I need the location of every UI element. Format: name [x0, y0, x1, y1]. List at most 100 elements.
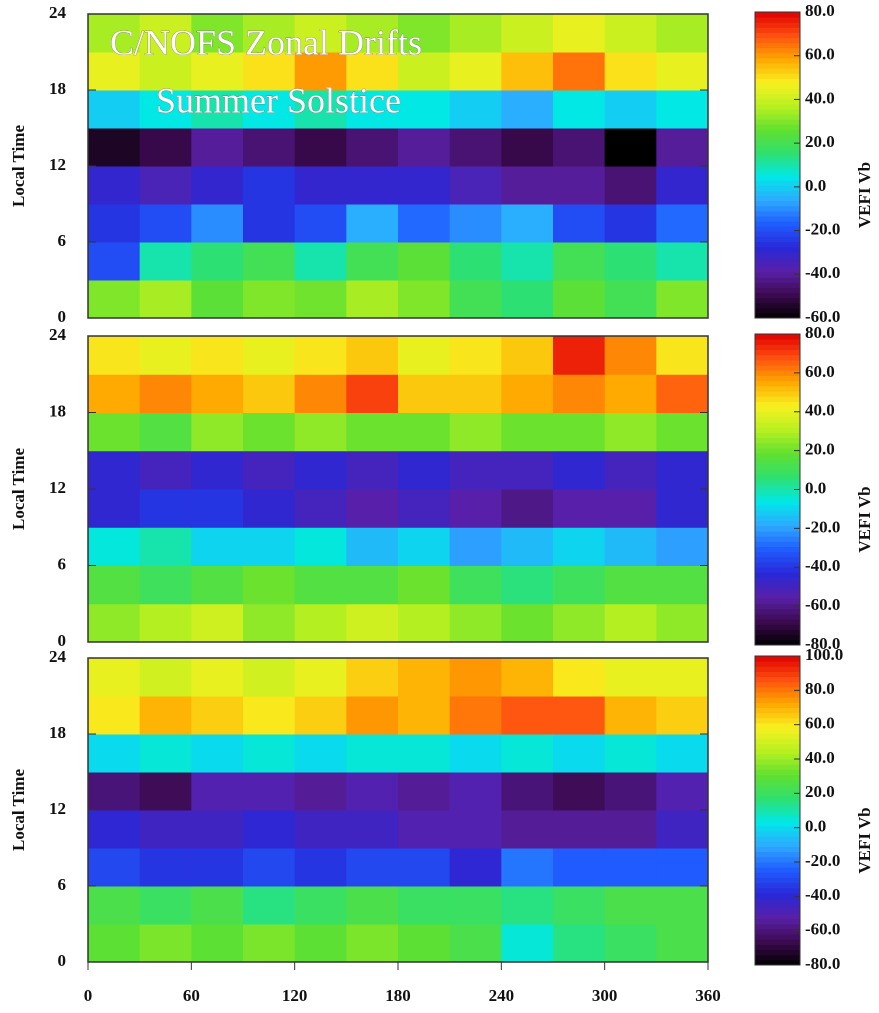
heat-cell [139, 450, 192, 490]
colorbar-band [755, 422, 800, 428]
heat-cell [139, 52, 192, 91]
colorbar-band [755, 525, 800, 532]
colorbar-band [755, 954, 800, 961]
heat-cell [139, 886, 192, 925]
colorbar-band [755, 499, 800, 506]
heat-cell [294, 696, 347, 735]
heat-cell [449, 280, 502, 319]
colorbar-band [755, 944, 800, 951]
heat-cell [294, 336, 347, 375]
colorbar-band [755, 515, 800, 522]
heat-cell [243, 90, 296, 129]
heat-cell [294, 565, 347, 605]
heat-cell [191, 565, 244, 605]
colorbar-band [755, 93, 800, 100]
colorbar-band [755, 370, 800, 376]
heat-cell [553, 772, 606, 811]
heat-cell [656, 886, 709, 925]
heat-cell [139, 280, 192, 319]
heat-cell [243, 924, 296, 963]
colorbar-band [755, 354, 800, 361]
heat-cell [294, 166, 347, 205]
colorbar-band [755, 536, 800, 542]
heat-cell [88, 450, 141, 490]
colorbar-band [755, 613, 800, 620]
colorbar-band [755, 872, 800, 878]
colorbar-band [755, 63, 800, 69]
heat-cell [398, 603, 451, 643]
colorbar-tick-label: 0.0 [805, 478, 826, 497]
y-tick-label: 0 [58, 951, 67, 970]
heat-cell [501, 734, 554, 773]
colorbar-band [755, 246, 800, 253]
heat-cell [243, 603, 296, 643]
heat-cell [501, 886, 554, 925]
colorbar-band [755, 272, 800, 278]
heat-cell [656, 280, 709, 319]
heat-cell [88, 734, 141, 773]
heat-cell [656, 336, 709, 375]
heat-cell [604, 412, 657, 452]
heat-cell [294, 658, 347, 697]
heat-cell [501, 242, 554, 281]
colorbar-tick-label: -20.0 [805, 517, 840, 536]
heat-cell [656, 128, 709, 167]
heat-cell [604, 810, 657, 849]
heat-cell [656, 527, 709, 566]
heat-cell [294, 242, 347, 281]
colorbar-tick-label: 60.0 [805, 362, 835, 381]
heat-cell [191, 527, 244, 566]
heat-cell [346, 242, 399, 281]
heat-cell [294, 810, 347, 849]
colorbar-band [755, 175, 800, 181]
colorbar-band [755, 629, 800, 636]
colorbar-tick-label: -60.0 [805, 920, 840, 939]
heat-cell [449, 52, 502, 91]
colorbar-band [755, 810, 800, 817]
heat-cell [139, 336, 192, 375]
heat-cell [139, 374, 192, 413]
colorbar-band [755, 396, 800, 402]
heat-cell [243, 166, 296, 205]
heat-cell [398, 527, 451, 566]
heat-cell [604, 450, 657, 490]
heat-cell [501, 166, 554, 205]
colorbar-frame [754, 11, 801, 319]
heat-cell [604, 280, 657, 319]
y-tick-label: 18 [49, 401, 66, 420]
colorbar-band [755, 598, 800, 605]
heat-cell [501, 128, 554, 167]
colorbar-band [755, 479, 800, 485]
heat-cell [243, 734, 296, 773]
heat-cell [398, 658, 451, 697]
colorbar-tick-label: 20.0 [805, 132, 835, 151]
colorbar-band [755, 959, 800, 966]
heat-cell [243, 450, 296, 490]
heat-cell [501, 772, 554, 811]
colorbar-tick-label: -40.0 [805, 263, 840, 282]
heat-cell [656, 658, 709, 697]
colorbar-band [755, 551, 800, 558]
colorbar-band [755, 154, 800, 161]
heat-cell [346, 489, 399, 528]
heat-cell [191, 489, 244, 528]
heat-cell [139, 14, 192, 53]
colorbar-band [755, 108, 800, 115]
heat-cell [88, 336, 141, 375]
colorbar-band [755, 27, 800, 33]
heat-cell [398, 90, 451, 129]
colorbar-tick-label: -20.0 [805, 851, 840, 870]
colorbar-band [755, 567, 800, 573]
colorbar-band [755, 458, 800, 465]
heat-cell [449, 166, 502, 205]
colorbar-band [755, 170, 800, 176]
colorbar-band [755, 800, 800, 806]
heat-cell [346, 734, 399, 773]
heat-cell [88, 848, 141, 887]
heat-cell [243, 204, 296, 243]
x-tick-label: 240 [489, 986, 515, 1005]
heat-cell [449, 489, 502, 528]
heat-cell [191, 52, 244, 91]
colorbar-band [755, 805, 800, 811]
colorbar-band [755, 867, 800, 873]
